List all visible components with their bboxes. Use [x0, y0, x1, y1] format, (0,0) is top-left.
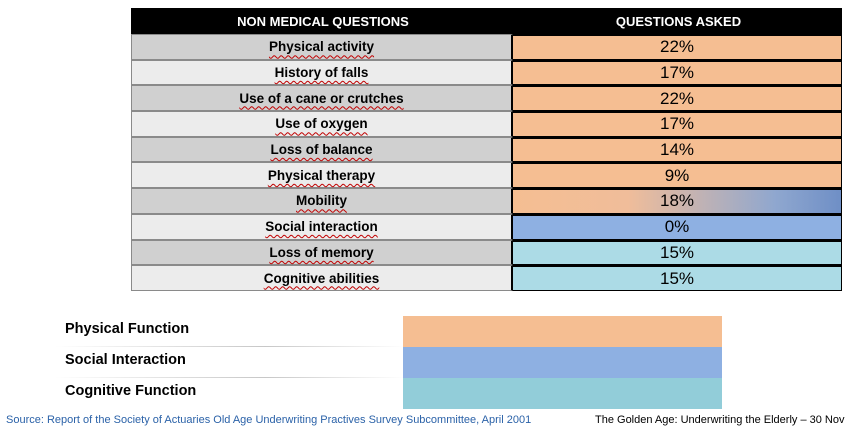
- percent-cell: 15%: [513, 265, 842, 291]
- legend-color-swatch: [403, 378, 722, 409]
- question-cell: Mobility: [131, 188, 513, 214]
- question-cell: Loss of memory: [131, 239, 513, 266]
- table-body: Physical activity 22% History of falls 17% U…: [131, 34, 842, 291]
- header-non-medical-questions: NON MEDICAL QUESTIONS: [237, 13, 409, 29]
- question-label: Cognitive abilities: [263, 270, 380, 286]
- legend-color-swatch: [403, 347, 722, 378]
- table-row: Cognitive abilities 15%: [131, 265, 842, 291]
- question-cell: History of falls: [131, 59, 513, 86]
- question-cell: Social interaction: [131, 213, 513, 240]
- table-row: Mobility 18%: [131, 188, 842, 214]
- percent-cell: 0%: [513, 213, 842, 240]
- table-row: Use of oxygen 17%: [131, 111, 842, 137]
- legend-item: Cognitive Function: [55, 378, 725, 409]
- percent-cell: 17%: [513, 59, 842, 86]
- legend-divider: [55, 377, 405, 378]
- questions-table: NON MEDICAL QUESTIONS QUESTIONS ASKED Ph…: [131, 8, 842, 291]
- percent-cell: 22%: [513, 34, 842, 60]
- question-label: Loss of balance: [270, 142, 373, 158]
- question-label: History of falls: [274, 65, 369, 81]
- legend-label: Physical Function: [65, 321, 190, 337]
- legend-item: Social Interaction: [55, 347, 725, 378]
- legend-color-swatch: [403, 316, 722, 347]
- percent-cell: 9%: [513, 162, 842, 189]
- legend-label: Social Interaction: [65, 352, 186, 368]
- header-questions-asked: QUESTIONS ASKED: [615, 13, 742, 29]
- slide-footer-title: The Golden Age: Underwriting the Elderly…: [595, 414, 845, 426]
- question-label: Physical therapy: [267, 167, 376, 183]
- category-legend: Physical Function Social Interaction Cogni…: [55, 316, 725, 409]
- percent-cell: 18%: [513, 188, 842, 214]
- table-row: Loss of balance 14%: [131, 136, 842, 163]
- legend-item: Physical Function: [55, 316, 725, 347]
- question-cell: Physical therapy: [131, 162, 513, 189]
- question-cell: Physical activity: [131, 34, 513, 60]
- table-header: NON MEDICAL QUESTIONS QUESTIONS ASKED: [131, 8, 842, 34]
- question-label: Loss of memory: [269, 244, 374, 260]
- legend-label: Cognitive Function: [65, 383, 197, 399]
- table-row: Loss of memory 15%: [131, 239, 842, 266]
- percent-cell: 17%: [513, 111, 842, 137]
- question-label: Use of oxygen: [275, 116, 368, 132]
- table-row: Physical activity 22%: [131, 34, 842, 60]
- question-cell: Use of oxygen: [131, 111, 513, 137]
- percent-cell: 14%: [513, 136, 842, 163]
- legend-divider: [55, 346, 405, 347]
- question-label: Physical activity: [268, 39, 375, 55]
- question-cell: Loss of balance: [131, 136, 513, 163]
- question-label: Use of a cane or crutches: [239, 90, 404, 106]
- source-note: Source: Report of the Society of Actuari…: [6, 414, 532, 426]
- table-row: History of falls 17%: [131, 59, 842, 86]
- table-row: Social interaction 0%: [131, 213, 842, 240]
- question-cell: Use of a cane or crutches: [131, 85, 513, 112]
- question-cell: Cognitive abilities: [131, 265, 513, 291]
- percent-cell: 22%: [513, 85, 842, 112]
- table-row: Use of a cane or crutches 22%: [131, 85, 842, 112]
- question-label: Social interaction: [265, 219, 378, 235]
- percent-cell: 15%: [513, 239, 842, 266]
- question-label: Mobility: [296, 193, 347, 209]
- table-row: Physical therapy 9%: [131, 162, 842, 189]
